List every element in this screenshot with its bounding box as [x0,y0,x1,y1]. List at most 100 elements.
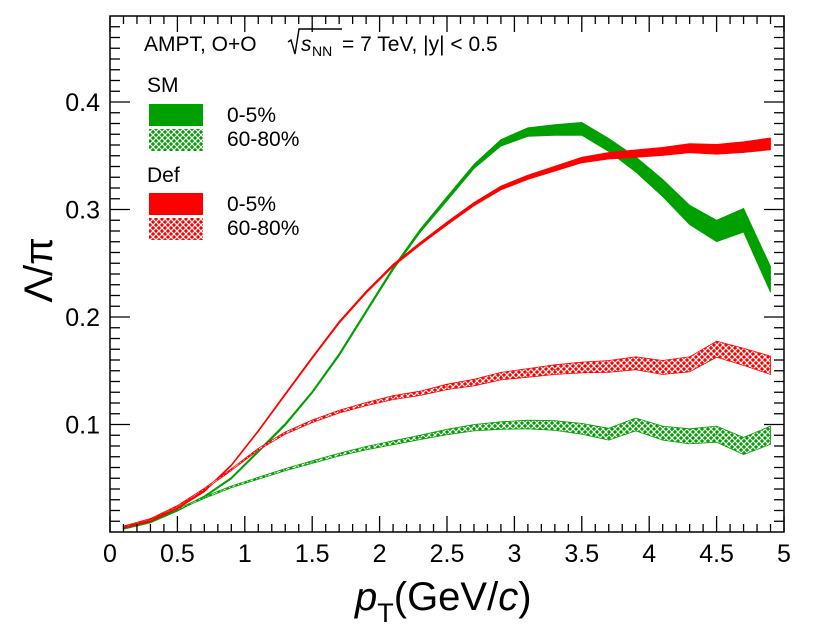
data-point [688,214,691,216]
data-point [203,496,206,499]
data-point [176,507,179,510]
data-point [554,129,556,131]
x-tick-label: 0.5 [160,540,195,568]
sqrt-symbol [287,28,342,55]
data-point [473,381,475,384]
data-point [634,163,637,166]
title-post: = 7 TeV, |y| < 0.5 [342,33,498,56]
data-point [715,148,718,151]
data-point [688,363,691,366]
data-point [284,432,287,434]
legend-group-sm-title: SM [147,74,179,97]
data-point [230,486,233,488]
data-point [338,321,341,324]
data-point [661,366,664,369]
data-point [392,264,394,267]
data-point [581,428,583,430]
data-point [392,267,394,270]
data-point [581,128,583,130]
legend-label-def-0-5: 0-5% [227,193,276,216]
x-tick-label: 1 [238,540,252,568]
data-point [661,187,664,189]
data-point [311,420,314,423]
data-point [688,147,691,149]
data-point [527,131,529,133]
legend-label-sm-60-80: 60-80% [227,128,299,151]
data-point [581,366,583,369]
x-tick-label: 4.5 [699,540,734,568]
x-title-unit-pre: (GeV/ [394,575,499,619]
data-point [527,423,529,426]
data-point [769,278,772,281]
series-layer [122,121,772,530]
data-point [742,219,745,222]
data-point [715,433,718,436]
y-tick-label: 0.3 [65,197,100,225]
x-tick-label: 2 [373,540,387,568]
data-point [473,203,475,205]
data-point [419,392,421,395]
data-point [257,477,260,480]
chart-title: AMPT, O+O [144,33,257,56]
data-point [661,432,664,434]
data-point [473,426,475,429]
data-point [554,424,556,427]
legend-swatch-def-0-5 [149,193,203,215]
data-point [365,291,367,294]
legend-swatch-def-60-80 [149,218,203,240]
series-band-def-0-5- [123,137,771,529]
data-point [446,431,448,433]
legend-swatch-sm-60-80 [149,129,203,151]
title-sub: NN [312,43,332,59]
x-title-sub: T [377,598,394,628]
svg-text:pT(GeV/c): pT(GeV/c) [354,575,532,628]
data-point [284,468,287,471]
data-point [661,150,664,153]
data-point [311,391,314,394]
x-tick-label: 3 [507,540,521,568]
series-band-sm-0-5- [123,121,771,530]
data-point [149,518,152,520]
data-point [527,176,529,178]
y-tick-label: 0.2 [65,304,100,332]
data-point [392,442,394,444]
data-point [446,222,448,225]
legend-label-def-60-80: 60-80% [227,217,299,240]
series-band-def-60-80- [123,340,771,528]
data-point [419,436,421,439]
data-point [230,477,233,480]
data-point [608,365,610,368]
data-point [769,434,772,437]
x-axis-title: pT(GeV/c) [354,575,532,628]
data-point [419,243,421,245]
data-point [608,144,610,146]
data-point [554,167,556,170]
data-point [634,362,637,365]
data-point [527,372,529,374]
data-point [769,143,772,145]
series-band-sm-60-80- [123,417,771,528]
y-tick-label: 0.1 [65,412,100,440]
data-point [284,423,287,426]
data-point [742,356,745,358]
data-point [338,353,341,356]
data-point [715,348,718,351]
data-point [230,468,233,471]
data-point [634,423,637,426]
data-point [688,435,691,438]
data-point [554,368,556,371]
data-point [257,448,260,451]
x-tick-label: 1.5 [295,540,330,568]
data-point [500,375,502,377]
data-point [203,488,206,490]
data-point [149,520,152,523]
data-point [581,159,583,161]
data-point [742,445,745,447]
x-tick-label: 3.5 [564,540,599,568]
data-point [311,357,314,359]
x-tick-label: 4 [642,540,656,568]
data-point [473,165,475,168]
data-point [608,433,610,436]
data-point [311,461,314,463]
